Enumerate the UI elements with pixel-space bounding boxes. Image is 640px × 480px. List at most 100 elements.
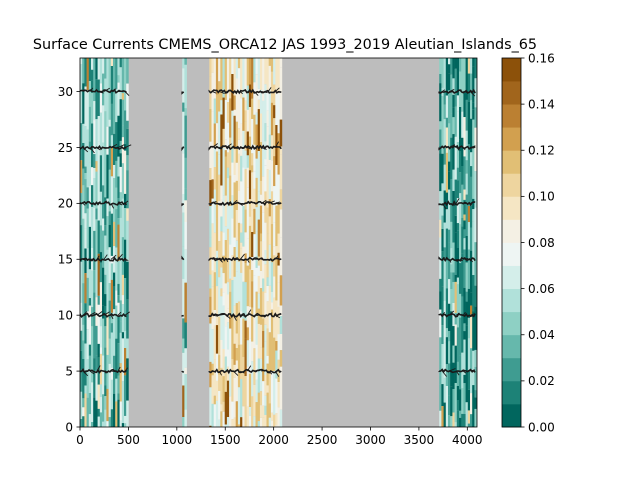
data-cell <box>268 332 272 372</box>
data-cell <box>215 218 219 251</box>
colorbar-swatch <box>502 334 521 359</box>
data-cell <box>459 107 462 140</box>
colorbar-swatch <box>502 81 521 105</box>
data-cell <box>115 160 118 188</box>
data-cell <box>279 305 283 316</box>
data-cell <box>218 201 221 242</box>
data-cell <box>448 341 451 364</box>
data-cell <box>84 166 87 173</box>
data-cell <box>86 187 90 209</box>
data-cell <box>237 261 241 302</box>
data-cell <box>441 96 444 132</box>
vector-arrow <box>441 203 447 210</box>
data-cell <box>88 106 92 142</box>
data-band <box>209 58 283 427</box>
y-tick-label: 5 <box>65 364 73 378</box>
x-tick-label: 3000 <box>355 433 386 447</box>
data-cell <box>211 363 214 376</box>
data-cell <box>184 282 187 323</box>
data-cell <box>257 88 261 100</box>
data-cell <box>215 123 219 152</box>
data-cell <box>277 265 280 283</box>
data-cell <box>124 82 127 111</box>
data-cell <box>126 155 129 171</box>
data-cell <box>439 309 442 338</box>
vector-arrow <box>226 202 230 204</box>
data-cell <box>270 71 274 103</box>
data-cell <box>84 228 87 249</box>
data-cell <box>472 311 475 351</box>
data-cell <box>257 58 261 89</box>
data-cell <box>117 82 120 89</box>
data-cell <box>463 199 466 215</box>
vector-arrow <box>124 311 130 316</box>
vector-arrow <box>96 91 104 94</box>
data-cell <box>213 272 217 310</box>
data-cell <box>474 397 477 409</box>
data-cell <box>84 426 87 427</box>
data-cell <box>456 223 460 231</box>
data-cell <box>220 58 223 101</box>
data-cell <box>459 410 462 418</box>
data-cell <box>209 288 212 297</box>
data-cell <box>452 78 455 95</box>
data-cell <box>218 111 221 155</box>
data-cell <box>235 180 239 211</box>
data-cell <box>233 182 236 220</box>
data-cell <box>97 253 101 296</box>
data-cell <box>211 148 214 180</box>
data-cell <box>209 323 212 362</box>
data-cell <box>82 398 85 408</box>
vector-arrow <box>261 147 267 150</box>
data-cell <box>88 315 92 345</box>
data-cell <box>235 303 239 334</box>
data-cell <box>255 291 258 316</box>
data-cell <box>110 323 114 333</box>
data-cell <box>226 282 230 295</box>
data-cell <box>215 353 219 381</box>
data-cell <box>226 178 230 207</box>
data-cell <box>226 228 230 241</box>
data-cell <box>251 165 254 173</box>
data-cell <box>439 375 442 385</box>
vector-arrow-line <box>181 370 185 374</box>
data-cell <box>452 117 455 135</box>
data-cell <box>229 316 232 329</box>
vector-arrow <box>82 258 87 261</box>
data-cell <box>253 171 256 189</box>
data-cell <box>456 198 460 224</box>
data-cell <box>470 292 473 306</box>
data-cell <box>251 396 254 427</box>
data-cell <box>113 165 116 178</box>
data-cell <box>279 154 283 190</box>
vector-arrow <box>240 314 245 317</box>
vector-arrow <box>232 314 237 321</box>
data-cell <box>264 318 267 325</box>
data-cell <box>467 178 471 206</box>
data-cell <box>277 133 280 175</box>
data-cell <box>237 222 241 262</box>
data-cell <box>262 381 265 406</box>
data-cell <box>97 58 101 80</box>
data-cell <box>237 424 241 427</box>
data-cell <box>108 58 112 90</box>
data-cell <box>450 137 453 180</box>
vector-arrow <box>233 147 239 150</box>
data-cell <box>104 294 107 306</box>
data-cell <box>454 260 458 275</box>
x-tick-label: 1500 <box>210 433 241 447</box>
data-cell <box>215 380 219 401</box>
data-cell <box>259 113 263 142</box>
data-cell <box>240 155 243 182</box>
data-cell <box>472 235 475 275</box>
vector-arrow <box>455 312 460 316</box>
data-cell <box>235 121 239 163</box>
data-cell <box>84 173 87 180</box>
data-cell <box>445 58 449 96</box>
data-cell <box>213 167 217 190</box>
data-cell <box>248 136 252 171</box>
data-cell <box>474 207 477 243</box>
data-cell <box>450 272 453 290</box>
data-cell <box>264 395 267 406</box>
data-cell <box>224 150 228 157</box>
